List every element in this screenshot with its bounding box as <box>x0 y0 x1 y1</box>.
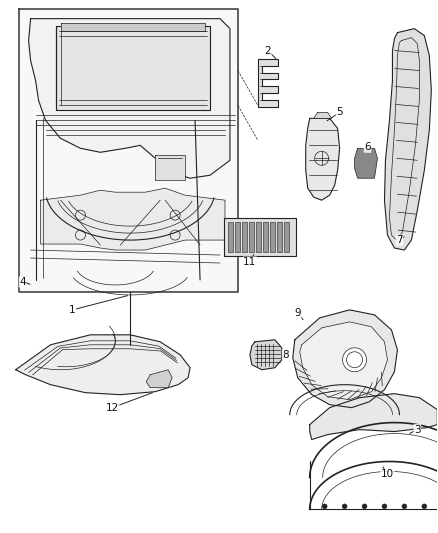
Circle shape <box>382 504 387 509</box>
Text: 5: 5 <box>336 108 343 117</box>
Circle shape <box>342 504 347 509</box>
Text: 7: 7 <box>396 235 403 245</box>
Circle shape <box>322 504 327 509</box>
Circle shape <box>402 504 407 509</box>
Text: 6: 6 <box>364 142 371 152</box>
Bar <box>242 222 247 252</box>
Polygon shape <box>28 19 230 178</box>
Polygon shape <box>146 370 172 387</box>
Polygon shape <box>16 335 190 394</box>
Polygon shape <box>293 310 397 408</box>
Bar <box>263 222 268 252</box>
Bar <box>249 222 254 252</box>
Text: 9: 9 <box>294 308 301 318</box>
Polygon shape <box>56 26 210 110</box>
Polygon shape <box>258 59 278 108</box>
Circle shape <box>422 504 427 509</box>
Circle shape <box>343 348 367 372</box>
Bar <box>284 222 289 252</box>
Text: 12: 12 <box>106 402 119 413</box>
Polygon shape <box>314 112 332 118</box>
Text: 3: 3 <box>414 425 420 434</box>
Bar <box>235 222 240 252</box>
Polygon shape <box>306 118 339 200</box>
Bar <box>277 222 282 252</box>
Circle shape <box>362 504 367 509</box>
Text: 11: 11 <box>243 257 257 267</box>
Bar <box>270 222 275 252</box>
Bar <box>228 222 233 252</box>
Bar <box>256 222 261 252</box>
Polygon shape <box>41 188 225 250</box>
Polygon shape <box>310 394 437 440</box>
Text: 10: 10 <box>381 470 394 480</box>
Polygon shape <box>19 9 238 292</box>
Text: 2: 2 <box>265 45 271 55</box>
Polygon shape <box>385 29 431 250</box>
Bar <box>224 218 296 256</box>
Text: 4: 4 <box>19 277 26 287</box>
Polygon shape <box>155 155 185 180</box>
Polygon shape <box>300 322 388 400</box>
Polygon shape <box>60 22 205 30</box>
Text: 1: 1 <box>69 305 76 315</box>
Polygon shape <box>355 148 378 178</box>
Polygon shape <box>250 340 282 370</box>
Text: 8: 8 <box>283 350 289 360</box>
